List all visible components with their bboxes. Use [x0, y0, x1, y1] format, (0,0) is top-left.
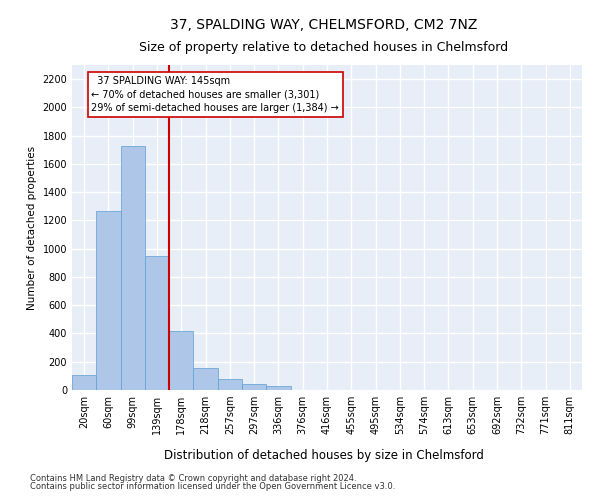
Y-axis label: Number of detached properties: Number of detached properties: [27, 146, 37, 310]
Bar: [72, 375, 96, 390]
Bar: [266, 386, 290, 390]
Bar: [242, 384, 266, 390]
Bar: [218, 380, 242, 390]
Bar: [121, 146, 145, 390]
Bar: [145, 256, 169, 390]
Text: 37, SPALDING WAY, CHELMSFORD, CM2 7NZ: 37, SPALDING WAY, CHELMSFORD, CM2 7NZ: [170, 18, 478, 32]
Bar: [96, 210, 121, 390]
Text: Contains public sector information licensed under the Open Government Licence v3: Contains public sector information licen…: [30, 482, 395, 491]
Text: Distribution of detached houses by size in Chelmsford: Distribution of detached houses by size …: [164, 448, 484, 462]
Bar: [169, 332, 193, 390]
Text: 37 SPALDING WAY: 145sqm
← 70% of detached houses are smaller (3,301)
29% of semi: 37 SPALDING WAY: 145sqm ← 70% of detache…: [91, 76, 339, 112]
Bar: [193, 368, 218, 390]
Text: Size of property relative to detached houses in Chelmsford: Size of property relative to detached ho…: [139, 41, 509, 54]
Text: Contains HM Land Registry data © Crown copyright and database right 2024.: Contains HM Land Registry data © Crown c…: [30, 474, 356, 483]
